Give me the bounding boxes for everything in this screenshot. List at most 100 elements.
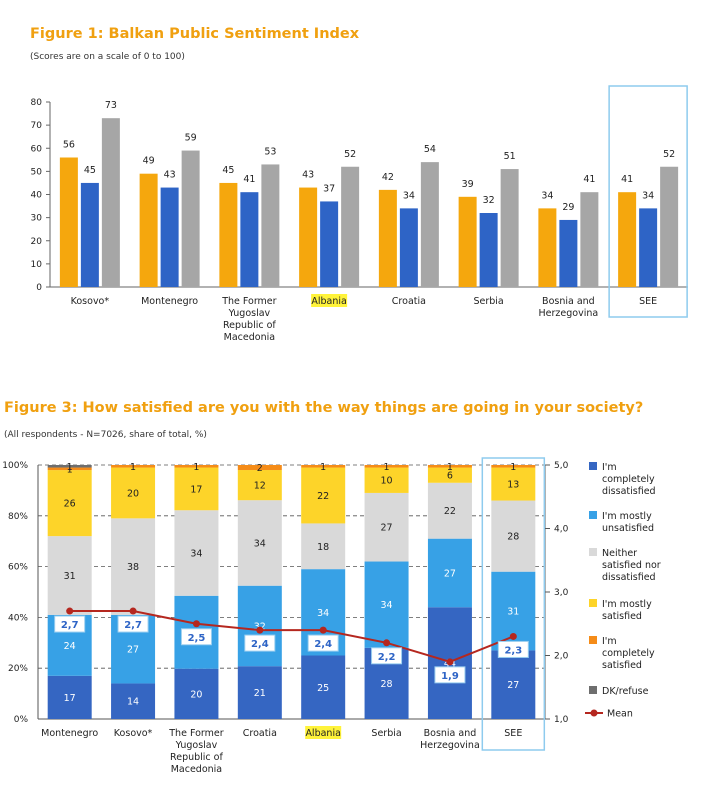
segment-yellow [111, 467, 156, 519]
bar-gray [181, 150, 200, 287]
segment-label: 1 [67, 464, 73, 475]
legend-mean-marker [590, 709, 598, 717]
mean-label-box [497, 640, 529, 658]
mean-label-box [434, 666, 466, 684]
category-highlight [305, 726, 342, 739]
category-highlight [311, 294, 348, 307]
bar-orange [378, 189, 397, 287]
segment-yellow [301, 467, 346, 524]
mean-label-box [180, 628, 212, 646]
segment-dark_blue [174, 668, 219, 719]
segment-dark_blue [491, 650, 536, 719]
segment-label: 27 [444, 568, 456, 579]
mean-label: 1,9 [441, 671, 459, 682]
segment-label: 1 [447, 462, 453, 473]
bar-blue [639, 208, 658, 287]
legend-label: unsatisfied [602, 523, 654, 534]
data-label: 56 [63, 140, 75, 151]
segment-light_gray [301, 523, 346, 570]
segment-bright_orange [237, 465, 282, 471]
bar-blue [479, 213, 498, 287]
segment-label: 1 [130, 462, 136, 473]
x-tick-label: Kosovo* [114, 728, 153, 739]
y2-tick-label: 1,0 [554, 715, 569, 725]
mean-label-box [371, 647, 403, 665]
segment-label: 21 [254, 688, 266, 699]
y-tick-label: 100% [2, 461, 28, 471]
mean-label: 2,4 [251, 639, 269, 650]
bar-gray [500, 169, 519, 287]
legend-swatch-yellow [589, 599, 597, 607]
segment-yellow [47, 470, 92, 537]
bar-blue [320, 201, 339, 287]
mean-point [383, 639, 391, 647]
legend-swatch-light_blue [589, 511, 597, 519]
legend-label: satisfied [602, 611, 642, 622]
data-label: 32 [483, 195, 495, 206]
x-tick-label: Kosovo* [71, 296, 110, 307]
legend-label: completely [602, 648, 655, 659]
x-tick-label: Bosnia and [542, 296, 595, 307]
segment-dark_blue [301, 655, 346, 719]
segment-light_gray [47, 536, 92, 615]
x-tick-label: Bosnia and [424, 728, 477, 739]
segment-label: 12 [254, 481, 266, 492]
figure1-chart: 0 10 20 30 40 50 60 70 80 56 45 73 Kosovo* 49 43 59 Mont… [31, 85, 688, 343]
bar-blue [399, 208, 418, 287]
legend-label: dissatisfied [602, 572, 656, 583]
x-tick-label: Croatia [243, 728, 277, 739]
segment-light_gray [237, 500, 282, 586]
segment-label: 1 [384, 462, 390, 473]
data-label: 53 [264, 146, 276, 157]
legend-swatch-dk_gray [589, 686, 597, 694]
segment-label: 27 [381, 523, 393, 534]
x-tick-label: Herzegovina [539, 308, 599, 319]
segment-label: 17 [64, 693, 76, 704]
mean-label-box [117, 615, 149, 633]
y-tick-label: 40% [8, 613, 28, 623]
mean-label: 2,4 [314, 639, 332, 650]
mean-point [192, 620, 200, 628]
segment-light_blue [364, 561, 409, 648]
segment-label: 34 [317, 608, 329, 619]
segment-label: 10 [381, 476, 393, 487]
legend-label: I'm [602, 462, 617, 473]
y-tick-label: 60 [31, 144, 43, 154]
y-tick-label: 50 [31, 167, 43, 177]
y-tick-label: 10 [31, 260, 43, 270]
segment-label: 2 [257, 463, 263, 474]
segment-label: 20 [190, 689, 202, 700]
mean-label-box [54, 615, 86, 633]
x-tick-label: Macedonia [171, 764, 222, 775]
mean-label: 2,5 [188, 633, 206, 644]
data-label: 59 [185, 133, 197, 144]
mean-label-box [244, 634, 276, 652]
bar-gray [420, 162, 439, 287]
data-label: 29 [562, 202, 574, 213]
mean-point [129, 607, 137, 615]
bar-gray [580, 192, 599, 287]
y-tick-label: 20% [8, 664, 28, 674]
segment-yellow [237, 470, 282, 501]
data-label: 54 [424, 144, 436, 155]
legend-swatch-bright_orange [589, 636, 597, 644]
legend-swatch-dark_blue [589, 462, 597, 470]
segment-label: 28 [507, 532, 519, 543]
bar-orange [458, 196, 477, 287]
data-label: 73 [105, 100, 117, 111]
segment-label: 20 [127, 488, 139, 499]
data-label: 41 [583, 174, 595, 185]
legend-label: satisfied [602, 660, 642, 671]
mean-label-box [307, 634, 339, 652]
bar-gray [261, 164, 280, 287]
x-tick-label: Yugoslav [175, 740, 218, 751]
mean-point [66, 607, 74, 615]
segment-label: 18 [317, 542, 329, 553]
mean-label: 2,3 [504, 645, 522, 656]
mean-label: 2,7 [61, 620, 79, 631]
mean-label: 2,2 [378, 652, 396, 663]
y-tick-label: 30 [31, 214, 43, 224]
data-label: 49 [143, 156, 155, 167]
segment-dark_blue [237, 666, 282, 719]
segment-label: 24 [64, 641, 76, 652]
